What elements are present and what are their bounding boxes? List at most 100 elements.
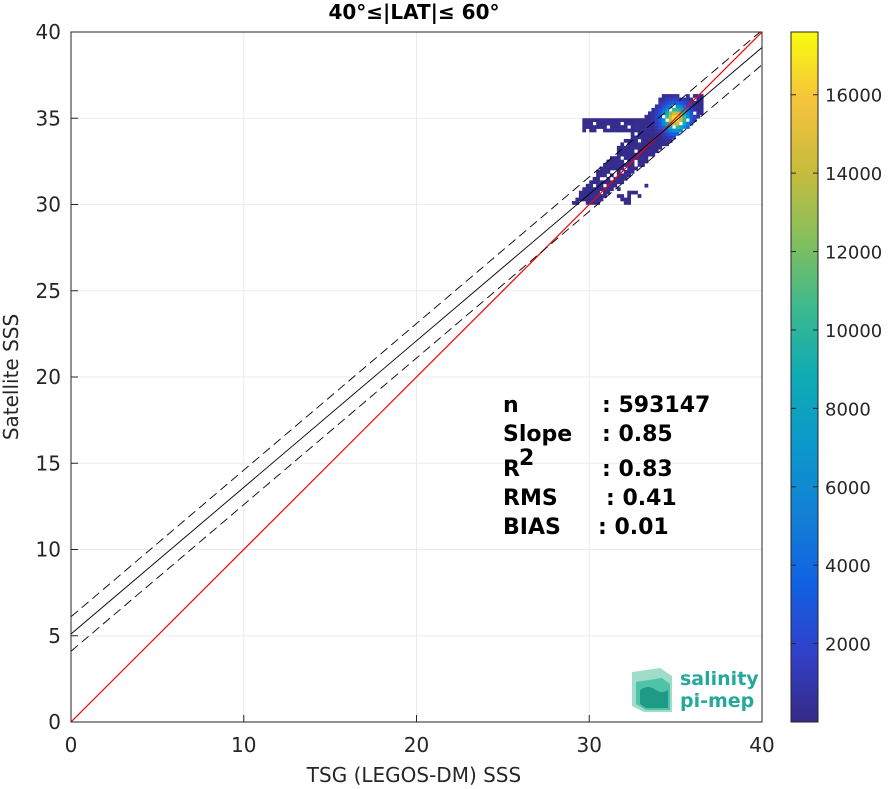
density-cell	[661, 97, 666, 102]
density-cell	[658, 142, 663, 147]
density-cell	[689, 104, 694, 109]
density-cell	[627, 201, 632, 205]
density-cell	[641, 159, 645, 164]
density-cell	[647, 128, 652, 133]
density-cell	[630, 149, 635, 154]
density-cell	[582, 187, 587, 191]
density-cell	[620, 118, 625, 122]
density-cell	[609, 159, 614, 164]
density-cell	[665, 121, 670, 126]
density-cell	[682, 104, 687, 109]
density-cell	[603, 163, 607, 167]
density-cell	[651, 125, 656, 129]
density-cell	[641, 152, 645, 157]
density-cell	[603, 128, 607, 133]
fit-lower-line	[71, 64, 762, 652]
density-cell	[654, 138, 659, 143]
density-cell	[589, 128, 594, 133]
stat-label: Slope	[503, 422, 572, 447]
density-cell	[637, 156, 642, 160]
density-cell	[679, 128, 683, 133]
density-cell	[616, 145, 621, 150]
x-ticks: 0 10 20 30 40	[65, 715, 775, 757]
x-tick-label: 20	[404, 733, 429, 757]
density-cell	[623, 138, 628, 143]
density-cell	[696, 111, 701, 116]
density-cell	[596, 190, 600, 195]
density-cell	[630, 156, 635, 160]
density-cell	[585, 190, 590, 195]
y-tick-label: 0	[48, 710, 61, 734]
density-cell	[661, 104, 666, 109]
density-cell	[647, 121, 652, 126]
density-cell	[644, 159, 649, 164]
density-cell	[592, 201, 597, 205]
density-cell	[685, 114, 690, 119]
density-cell	[613, 125, 618, 129]
density-cell	[647, 118, 652, 122]
density-cell	[575, 201, 580, 205]
density-cell	[623, 163, 628, 167]
density-cell	[630, 128, 635, 133]
density-cell	[672, 101, 676, 105]
density-cell	[585, 187, 590, 191]
density-cell	[665, 114, 670, 119]
colorbar-ticks: 2000 4000 6000 8000 10000 12000 14000 16000	[791, 86, 882, 656]
density-cell	[603, 118, 607, 122]
density-cell	[637, 159, 642, 164]
density-cell	[689, 111, 694, 116]
density-cell	[623, 149, 628, 154]
density-cell	[585, 121, 590, 126]
density-cell	[658, 125, 663, 129]
density-cell	[679, 125, 683, 129]
density-cell	[689, 121, 694, 126]
density-cell	[606, 163, 611, 167]
density-cell	[696, 101, 701, 105]
density-cell	[620, 149, 625, 154]
density-cell	[620, 166, 625, 171]
density-cell	[675, 111, 680, 116]
density-cell	[620, 173, 625, 178]
identity-line	[71, 32, 762, 722]
stat-value: : 593147	[602, 393, 710, 418]
density-cell	[668, 125, 673, 129]
density-cell	[672, 135, 676, 140]
density-cell	[627, 194, 632, 198]
density-cell	[644, 138, 649, 143]
x-tick-label: 40	[749, 733, 774, 757]
density-cell	[658, 121, 663, 126]
density-cell	[685, 101, 690, 105]
density-cell	[596, 173, 600, 178]
stat-value: : 0.41	[606, 486, 677, 511]
density-cell	[616, 128, 621, 133]
density-cell	[616, 156, 621, 160]
density-cell	[661, 118, 666, 122]
density-cell	[592, 125, 597, 129]
stat-superscript: 2	[519, 446, 534, 471]
density-cell	[616, 194, 621, 198]
stat-value: : 0.83	[602, 457, 673, 482]
density-cell	[606, 180, 611, 185]
density-cell	[668, 94, 673, 98]
density-cell	[672, 97, 676, 102]
density-cell	[668, 101, 673, 105]
density-cell	[627, 142, 632, 147]
density-cell	[589, 125, 594, 129]
density-cell	[592, 118, 597, 122]
density-cell	[651, 118, 656, 122]
density-cell	[596, 183, 600, 188]
density-cell	[630, 132, 635, 136]
colorbar-tick-label: 16000	[825, 86, 882, 107]
density-cell	[654, 128, 659, 133]
y-tick-label: 10	[36, 538, 61, 562]
density-cell	[609, 187, 614, 191]
density-cell	[613, 156, 618, 160]
stat-label: R	[503, 457, 520, 482]
density-cell	[641, 128, 645, 133]
density-cell	[599, 166, 604, 171]
density-cell	[668, 104, 673, 109]
density-cell	[661, 94, 666, 98]
density-cell	[661, 142, 666, 147]
density-cell	[675, 94, 680, 98]
